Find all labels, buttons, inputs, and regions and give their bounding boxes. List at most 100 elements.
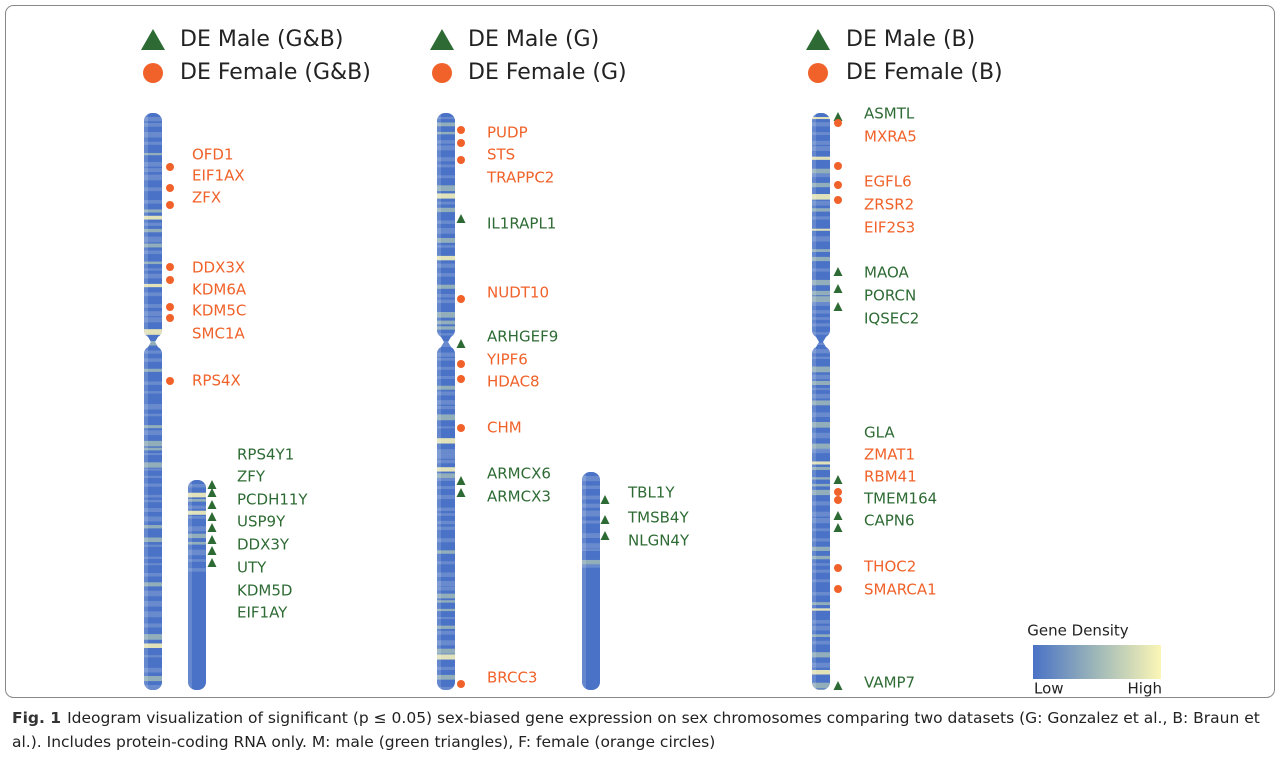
female-marker (457, 424, 465, 432)
gene-label: DDX3Y (237, 536, 290, 554)
male-marker (208, 500, 217, 509)
chromosome (188, 480, 206, 690)
gene-label: CAPN6 (864, 512, 915, 530)
gene-label: ASMTL (864, 105, 915, 123)
band (812, 689, 830, 691)
gene-label: IL1RAPL1 (487, 215, 556, 233)
male-marker (834, 511, 843, 520)
chromosome-sheen (437, 113, 441, 690)
gene-label: RBM41 (864, 468, 917, 486)
legend-label: DE Male (B) (846, 27, 975, 52)
male-marker (208, 512, 217, 521)
legend-triangle (430, 29, 454, 50)
gene-label: TMEM164 (863, 490, 937, 508)
male-marker (208, 480, 217, 489)
female-marker (457, 139, 465, 147)
gene-label: CHM (487, 419, 522, 437)
gene-label: UTY (237, 559, 267, 577)
male-marker (834, 523, 843, 532)
female-marker (834, 196, 842, 204)
chromosome (582, 472, 600, 690)
female-marker (166, 314, 174, 322)
gene-label: ZRSR2 (864, 196, 914, 214)
chromosome-sheen (582, 472, 586, 690)
legend-circle (432, 63, 452, 83)
legend-label: DE Female (G&B) (180, 60, 371, 85)
female-marker (166, 201, 174, 209)
gene-label: GLA (864, 424, 895, 442)
legend-label: DE Female (B) (846, 60, 1003, 85)
legend-triangle (141, 29, 165, 50)
figure: DE Male (G&B)DE Female (G&B)XOFD1EIF1AXZ… (0, 0, 1281, 700)
female-marker (834, 496, 842, 504)
female-marker (834, 564, 842, 572)
female-marker (834, 119, 842, 127)
gene-label: EGFL6 (864, 173, 912, 191)
gene-label: OFD1 (192, 146, 234, 164)
gene-label: THOC2 (863, 558, 916, 576)
gene-label: BRCC3 (487, 669, 537, 687)
gene-label: NUDT10 (487, 284, 549, 302)
gene-label: PUDP (487, 124, 528, 142)
colorbar-title: Gene Density (1027, 622, 1129, 640)
female-marker (457, 295, 465, 303)
gene-label: TRAPPC2 (486, 169, 554, 187)
caption-text: Ideogram visualization of significant (p… (12, 709, 1260, 751)
legend-circle (808, 63, 828, 83)
gene-label: EIF1AX (192, 167, 245, 185)
chromosome (437, 113, 455, 690)
female-marker (834, 488, 842, 496)
chromosome-sheen (812, 113, 816, 690)
female-marker (166, 184, 174, 192)
male-marker (208, 546, 217, 555)
gene-label: ARMCX6 (487, 465, 551, 483)
legend-label: DE Female (G) (468, 60, 627, 85)
gene-label: KDM5D (237, 582, 292, 600)
gene-label: KDM6A (192, 281, 247, 299)
male-marker (834, 267, 843, 276)
gene-label: SMC1A (192, 325, 245, 343)
female-marker (166, 163, 174, 171)
gene-label: STS (487, 146, 515, 164)
male-marker (457, 214, 466, 223)
gene-label: VAMP7 (864, 674, 915, 692)
male-marker (834, 284, 843, 293)
male-marker (208, 535, 217, 544)
gene-label: ARHGEF9 (487, 328, 558, 346)
male-marker (457, 476, 466, 485)
gene-label: TMSB4Y (627, 509, 689, 527)
legend-label: DE Male (G&B) (180, 27, 343, 52)
male-marker (208, 488, 217, 497)
page: DE Male (G&B)DE Female (G&B)XOFD1EIF1AXZ… (0, 0, 1281, 784)
gene-label: IQSEC2 (864, 310, 919, 328)
male-marker (834, 302, 843, 311)
chromosome-sheen (144, 113, 148, 690)
gene-label: MXRA5 (864, 128, 917, 146)
gene-label: ZFY (237, 468, 266, 486)
chromosome-sheen (188, 480, 192, 690)
male-marker (834, 681, 843, 690)
legend-circle (143, 63, 163, 83)
caption: Fig. 1Ideogram visualization of signific… (12, 706, 1274, 754)
female-marker (834, 162, 842, 170)
gene-label: ARMCX3 (487, 488, 551, 506)
male-marker (601, 531, 610, 540)
female-marker (834, 181, 842, 189)
female-marker (457, 156, 465, 164)
gene-label: PCDH11Y (237, 491, 308, 509)
gene-label: MAOA (864, 264, 909, 282)
gene-label: DDX3X (192, 259, 245, 277)
colorbar (1033, 645, 1161, 679)
female-marker (457, 375, 465, 383)
colorbar-low: Low (1034, 680, 1064, 698)
female-marker (457, 126, 465, 134)
band (812, 343, 830, 345)
gene-label: YIPF6 (486, 351, 528, 369)
chromosome (144, 113, 162, 691)
male-marker (834, 475, 843, 484)
male-marker (208, 558, 217, 567)
gene-label: ZFX (192, 189, 221, 207)
chromosome (812, 113, 830, 691)
gene-label: RPS4Y1 (237, 446, 294, 464)
female-marker (457, 360, 465, 368)
